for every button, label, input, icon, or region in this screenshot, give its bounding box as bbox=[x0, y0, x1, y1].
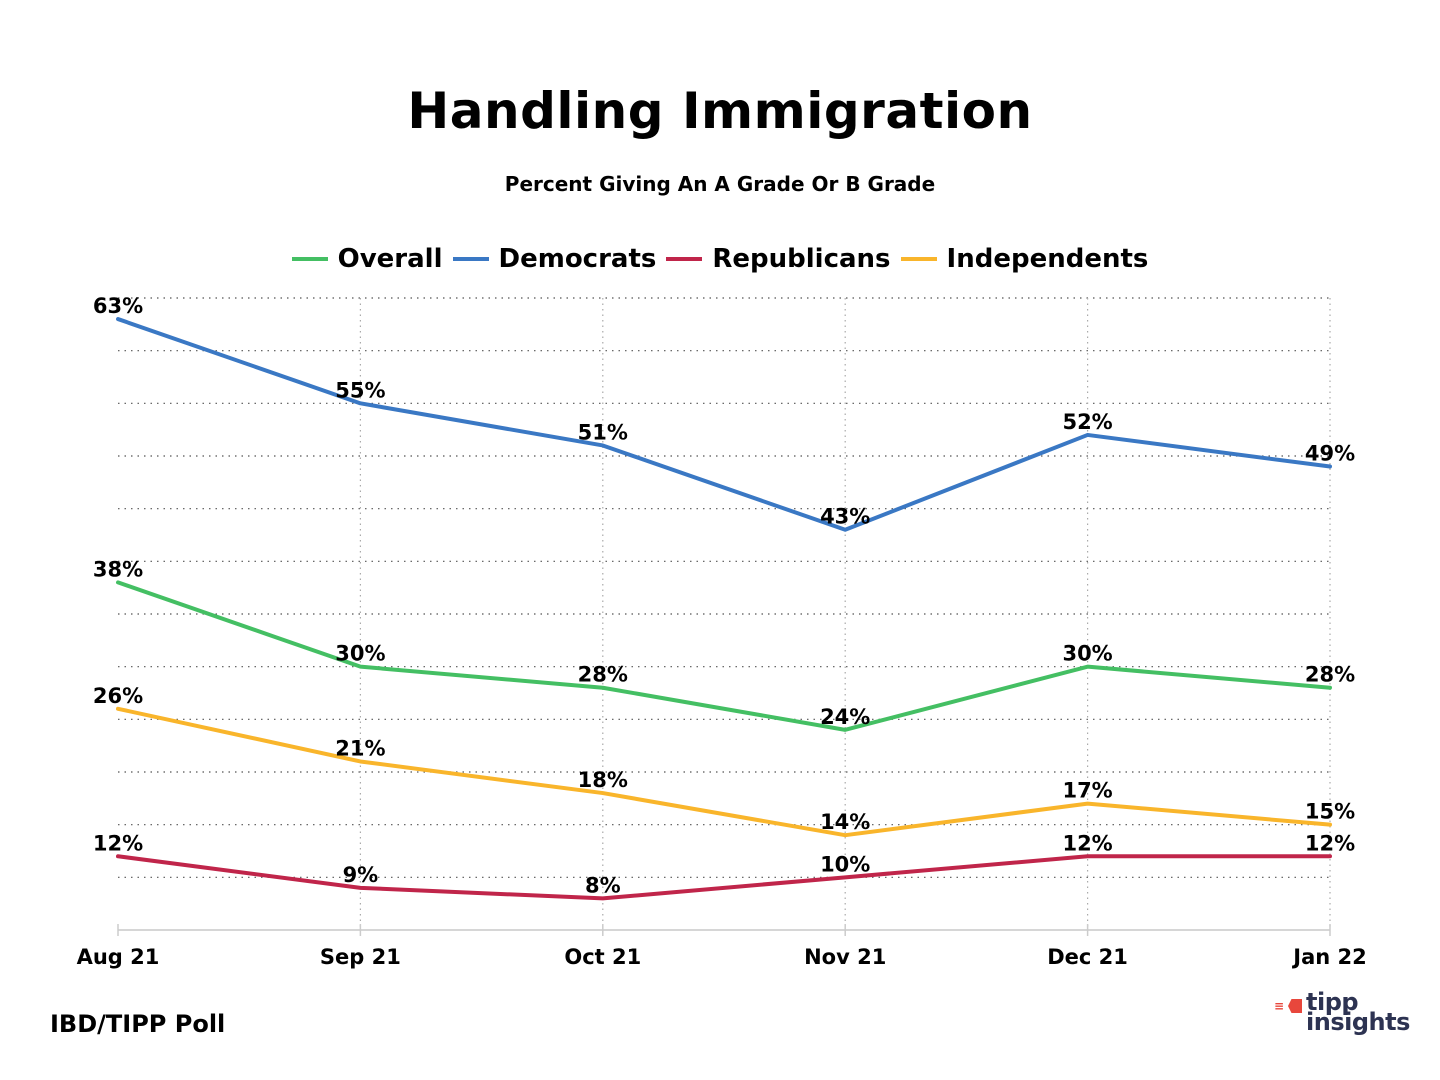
line-chart: Aug 21 Sep 21 Oct 21 Nov 21 Dec 21 Jan 22 38% 3… bbox=[77, 294, 1367, 969]
tipp-insights-logo: ≡ tipp insights bbox=[1272, 988, 1412, 1040]
data-label-republicans: 9% bbox=[343, 863, 379, 887]
data-label-democrats: 52% bbox=[1062, 410, 1112, 434]
series-line-republicans bbox=[116, 854, 1332, 901]
data-label-overall: 24% bbox=[820, 705, 870, 729]
x-tick-label: Nov 21 bbox=[804, 945, 886, 969]
legend-item-independents: Independents bbox=[900, 244, 1149, 274]
data-label-overall: 30% bbox=[1062, 642, 1112, 666]
series-line-democrats bbox=[116, 317, 1332, 532]
legend-swatch-independents bbox=[900, 257, 937, 261]
data-label-independents: 15% bbox=[1305, 800, 1355, 824]
legend-label-republicans: Republicans bbox=[712, 244, 891, 274]
data-label-democrats: 55% bbox=[335, 378, 385, 402]
series-line-independents bbox=[116, 706, 1332, 838]
data-label-democrats: 49% bbox=[1305, 442, 1355, 466]
data-label-democrats: 63% bbox=[93, 294, 143, 318]
x-tick-label: Dec 21 bbox=[1047, 945, 1128, 969]
data-label-democrats: 51% bbox=[578, 420, 628, 444]
legend-swatch-republicans bbox=[666, 257, 703, 261]
data-label-independents: 18% bbox=[578, 768, 628, 792]
legend-label-overall: Overall bbox=[337, 244, 443, 274]
chart-title: Handling Immigration bbox=[407, 82, 1033, 140]
data-label-republicans: 12% bbox=[1062, 831, 1112, 855]
data-label-independents: 14% bbox=[820, 810, 870, 834]
source-label: IBD/TIPP Poll bbox=[50, 1010, 226, 1038]
legend-item-republicans: Republicans bbox=[666, 244, 891, 274]
legend-label-democrats: Democrats bbox=[498, 244, 657, 274]
data-label-independents: 26% bbox=[93, 684, 143, 708]
legend-label-independents: Independents bbox=[946, 244, 1149, 274]
data-label-democrats: 43% bbox=[820, 505, 870, 529]
chart-subtitle: Percent Giving An A Grade Or B Grade bbox=[504, 172, 936, 196]
data-label-republicans: 10% bbox=[820, 852, 870, 876]
legend-swatch-democrats bbox=[452, 257, 489, 261]
legend: Overall Democrats Republicans Independen… bbox=[0, 244, 1440, 274]
data-label-independents: 17% bbox=[1062, 779, 1112, 803]
logo-lines-icon: ≡ bbox=[1274, 999, 1285, 1013]
data-label-republicans: 12% bbox=[93, 831, 143, 855]
series-line-overall bbox=[116, 580, 1332, 732]
data-label-republicans: 8% bbox=[585, 873, 621, 897]
legend-swatch-overall bbox=[291, 257, 328, 261]
logo-text-insights: insights bbox=[1306, 1008, 1410, 1036]
logo-text-tipp: tipp bbox=[1306, 988, 1359, 1016]
legend-item-democrats: Democrats bbox=[452, 244, 657, 274]
data-label-overall: 30% bbox=[335, 642, 385, 666]
x-tick-label: Oct 21 bbox=[564, 945, 641, 969]
data-label-overall: 28% bbox=[1305, 663, 1355, 687]
x-tick-label: Jan 22 bbox=[1291, 945, 1366, 969]
legend-item-overall: Overall bbox=[291, 244, 443, 274]
data-label-overall: 28% bbox=[578, 663, 628, 687]
x-tick-label: Sep 21 bbox=[320, 945, 401, 969]
data-label-republicans: 12% bbox=[1305, 831, 1355, 855]
x-tick-label: Aug 21 bbox=[77, 945, 160, 969]
data-label-independents: 21% bbox=[335, 736, 385, 760]
data-label-overall: 38% bbox=[93, 557, 143, 581]
logo-mark-icon bbox=[1288, 999, 1302, 1013]
